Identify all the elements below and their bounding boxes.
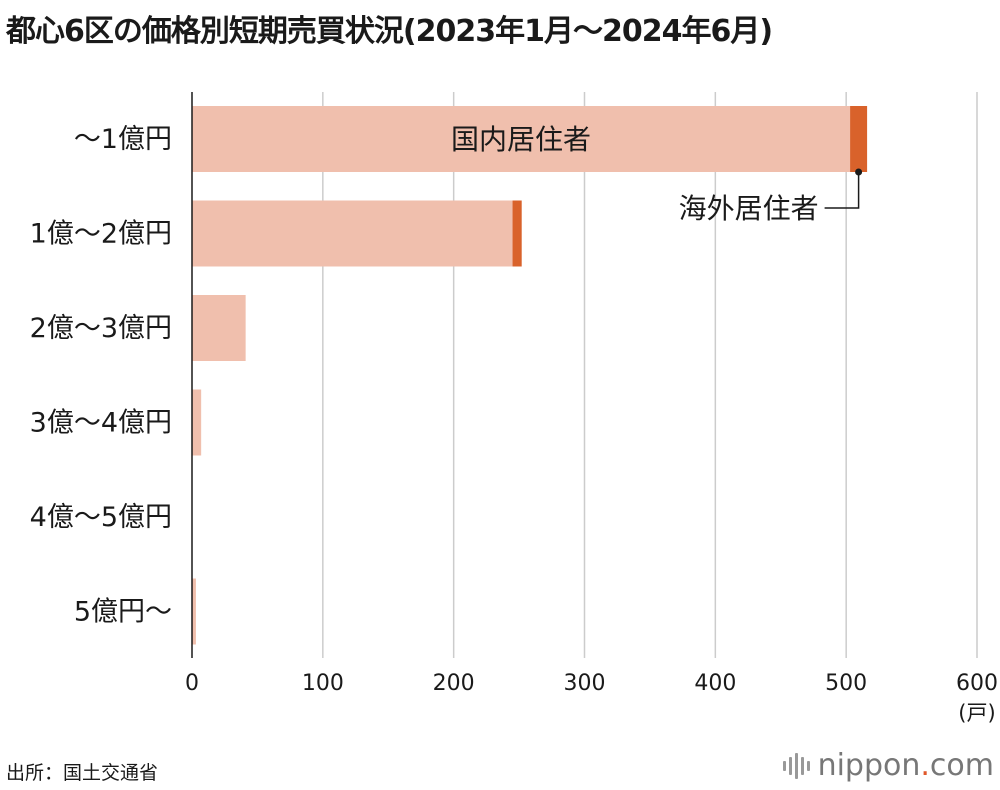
category-label: 5億円〜	[74, 597, 172, 628]
bar-segment	[512, 200, 522, 267]
logo-mark-icon	[782, 752, 810, 779]
nippon-logo: nippon. com	[782, 748, 994, 783]
logo-name: nippon	[817, 748, 921, 783]
x-unit-label: (戸)	[958, 701, 995, 725]
x-tick-label: 500	[825, 671, 867, 696]
annotation-leader	[824, 172, 860, 209]
x-tick-label: 300	[564, 671, 606, 696]
category-label: 4億〜5億円	[30, 502, 172, 533]
x-tick-label: 0	[185, 671, 199, 696]
chart-title: 都心6区の価格別短期売買状況(2023年1月〜2024年6月)	[6, 14, 773, 49]
source-note: 出所：国土交通省	[6, 762, 159, 784]
category-label: 2億〜3億円	[30, 313, 172, 344]
bar-segment	[192, 106, 851, 172]
logo-tld: com	[929, 748, 994, 783]
bar-segment	[192, 389, 202, 456]
annotation-overseas: 海外居住者	[679, 192, 819, 225]
bar-segment	[192, 578, 196, 645]
bar-segment	[192, 295, 246, 361]
logo-dot: .	[920, 748, 930, 783]
bar-segment	[192, 200, 513, 267]
category-label: 1億〜2億円	[30, 219, 172, 250]
x-tick-label: 600	[956, 671, 998, 696]
x-tick-label: 200	[433, 671, 475, 696]
annotation-domestic: 国内居住者	[451, 123, 591, 156]
category-label: 〜1億円	[74, 124, 172, 155]
x-tick-label: 100	[302, 671, 344, 696]
category-label: 3億〜4億円	[30, 408, 172, 439]
bar-segment	[850, 106, 868, 172]
x-tick-label: 400	[694, 671, 736, 696]
